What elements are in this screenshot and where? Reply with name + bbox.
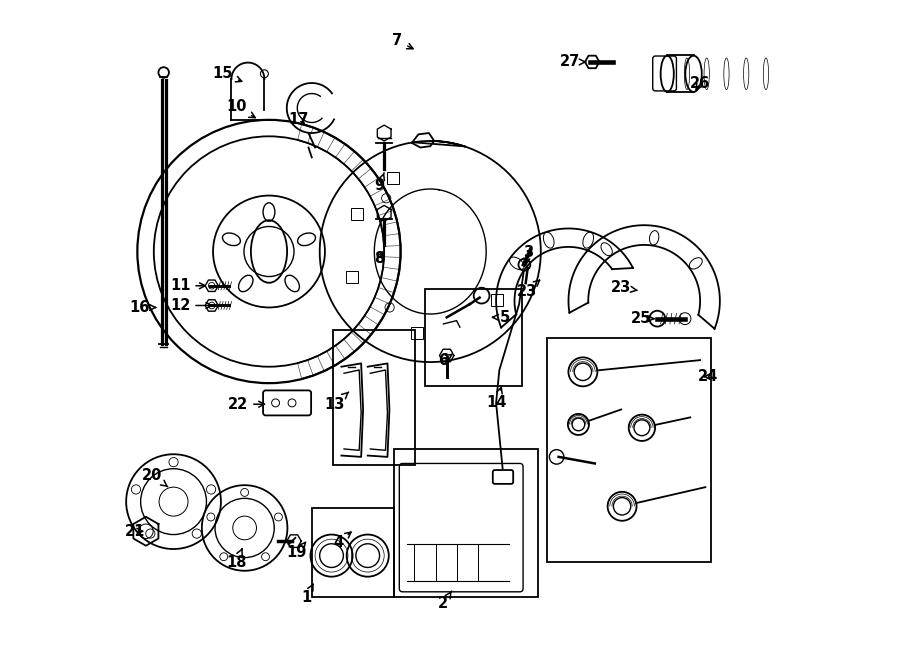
Text: 19: 19 bbox=[286, 542, 307, 561]
Text: 3: 3 bbox=[523, 245, 533, 266]
Text: 13: 13 bbox=[325, 392, 348, 412]
Text: 26: 26 bbox=[690, 76, 710, 91]
Bar bbox=[346, 271, 358, 283]
Text: 2: 2 bbox=[438, 591, 452, 611]
Text: 23: 23 bbox=[611, 280, 637, 295]
Bar bbox=[351, 208, 363, 220]
Text: 14: 14 bbox=[486, 387, 507, 410]
Text: 16: 16 bbox=[129, 300, 156, 315]
Bar bbox=[387, 173, 399, 184]
Bar bbox=[311, 508, 394, 597]
Text: 4: 4 bbox=[333, 532, 351, 550]
Text: 6: 6 bbox=[438, 352, 452, 368]
Bar bbox=[411, 327, 423, 338]
Text: 23: 23 bbox=[517, 280, 540, 299]
Text: 17: 17 bbox=[288, 112, 309, 128]
Text: 21: 21 bbox=[125, 524, 146, 539]
Text: 5: 5 bbox=[492, 310, 509, 325]
Bar bbox=[425, 289, 522, 387]
Bar bbox=[491, 294, 503, 306]
Bar bbox=[547, 338, 711, 563]
Text: 20: 20 bbox=[142, 468, 167, 486]
Text: 8: 8 bbox=[374, 251, 384, 266]
Text: 12: 12 bbox=[170, 298, 211, 313]
Text: 25: 25 bbox=[631, 311, 654, 326]
Bar bbox=[333, 330, 415, 465]
Text: 11: 11 bbox=[170, 278, 205, 293]
Text: 27: 27 bbox=[560, 54, 586, 69]
Text: 18: 18 bbox=[226, 549, 247, 570]
Text: 1: 1 bbox=[302, 584, 313, 605]
Text: 9: 9 bbox=[374, 173, 384, 193]
Text: 15: 15 bbox=[212, 66, 242, 82]
Text: 7: 7 bbox=[392, 34, 413, 49]
Text: 22: 22 bbox=[228, 397, 265, 412]
Bar bbox=[394, 449, 537, 597]
Text: 24: 24 bbox=[698, 369, 718, 384]
Text: 10: 10 bbox=[226, 99, 256, 118]
